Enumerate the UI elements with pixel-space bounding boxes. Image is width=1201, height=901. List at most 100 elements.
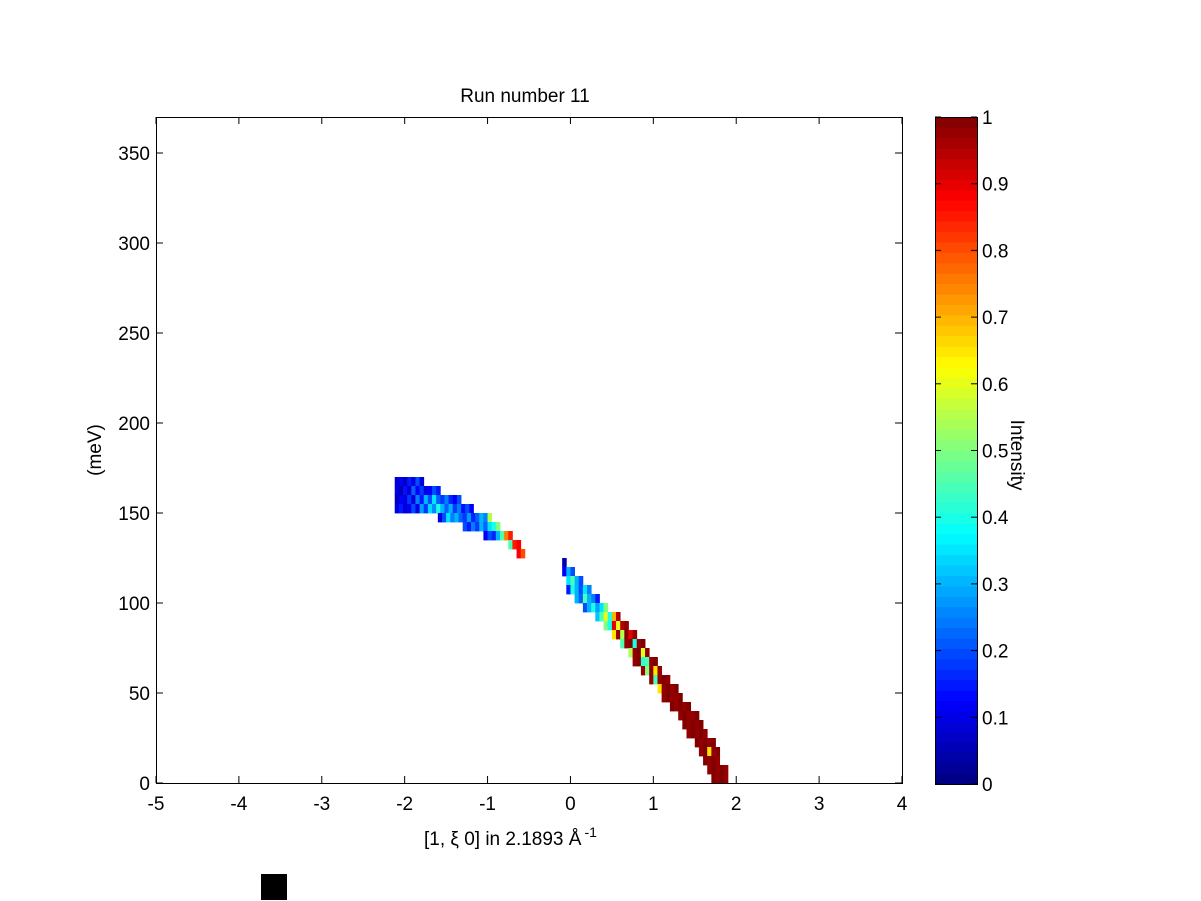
colorbar-band: [935, 690, 977, 702]
colorbar-band: [935, 721, 977, 733]
heatmap-cell: [444, 504, 449, 514]
heatmap-cell: [508, 540, 513, 550]
heatmap-cell: [516, 540, 522, 550]
heatmap-cell: [624, 621, 629, 631]
heatmap-cell: [682, 711, 687, 721]
heatmap-cell: [707, 747, 712, 757]
colorbar-band: [935, 742, 977, 754]
heatmap-cell: [616, 630, 621, 640]
heatmap-cell: [570, 585, 575, 595]
heatmap-cell: [711, 765, 716, 775]
colorbar-band: [935, 169, 977, 180]
colorbar-band: [935, 221, 977, 233]
heatmap-cell: [616, 612, 621, 622]
heatmap-cell: [611, 630, 617, 640]
colorbar-band: [935, 513, 977, 524]
colorbar-bands: [935, 117, 977, 785]
heatmap-cell: [599, 603, 604, 613]
heatmap-cell: [678, 702, 683, 712]
heatmap-cell: [715, 747, 721, 757]
heatmap-cell: [703, 747, 708, 757]
heatmap-cell: [427, 486, 433, 496]
heatmap-cell: [483, 513, 488, 523]
x-tick-label: 3: [814, 794, 825, 815]
heatmap-cell: [645, 666, 650, 676]
colorbar-band: [935, 304, 977, 316]
heatmap-cell: [437, 513, 443, 523]
heatmap-cell: [698, 747, 704, 757]
heatmap-cell: [649, 675, 654, 685]
colorbar-band: [935, 617, 977, 629]
heatmap-cell: [454, 513, 459, 523]
colorbar-band: [935, 387, 977, 399]
heatmap-cell: [483, 531, 488, 541]
heatmap-cell: [595, 612, 600, 622]
heatmap-cell: [403, 504, 408, 514]
heatmap-cell: [628, 648, 634, 658]
heatmap-cell: [682, 702, 687, 712]
colorbar-tick-label: 0.7: [982, 308, 1008, 329]
colorbar-band: [935, 325, 977, 337]
heatmap-cell: [470, 513, 476, 523]
colorbar-band: [935, 658, 977, 670]
colorbar-band: [935, 346, 977, 358]
heatmap-cell: [723, 774, 729, 784]
heatmap-cell: [665, 684, 671, 694]
colorbar-band: [935, 127, 977, 139]
heatmap-cell: [711, 738, 716, 748]
x-tick-label: 1: [648, 794, 659, 815]
colorbar-band: [935, 669, 977, 681]
heatmap-cell: [661, 693, 667, 703]
heatmap-cell: [566, 576, 571, 586]
heatmap-cell: [582, 603, 588, 613]
colorbar-band: [935, 752, 977, 764]
heatmap-cell: [616, 621, 621, 631]
colorbar-label: Intensity: [1006, 420, 1027, 491]
heatmap-cell: [465, 504, 470, 514]
colorbar-band: [935, 189, 977, 201]
colorbar-tick-label: 0.6: [982, 375, 1008, 396]
heatmap-cell: [711, 756, 716, 766]
heatmap-cell: [462, 522, 468, 532]
heatmap-cell: [703, 756, 708, 766]
heatmap-cell: [570, 567, 575, 577]
heatmap-cell: [446, 513, 451, 523]
heatmap-cell: [620, 621, 625, 631]
heatmap-cell: [491, 531, 497, 541]
axis-ticks: [155, 117, 903, 784]
heatmap-cell: [678, 693, 683, 703]
heatmap-cell: [487, 522, 493, 532]
y-tick-label: 350: [118, 144, 150, 165]
heatmap-cell: [448, 504, 454, 514]
colorbar-tick-label: 0.5: [982, 442, 1008, 463]
heatmap-cell: [491, 522, 497, 532]
heatmap-cell: [603, 612, 609, 622]
heatmap-cell: [628, 630, 634, 640]
heatmap-cell: [423, 486, 429, 496]
heatmap-cell: [570, 576, 575, 586]
heatmap-cell: [669, 684, 675, 694]
heatmap-cell: [512, 540, 517, 550]
heatmap-cell: [620, 639, 625, 649]
y-tick-label: 50: [129, 684, 150, 705]
heatmap-cell: [403, 486, 408, 496]
heatmap-cell: [427, 504, 433, 514]
colorbar-band: [935, 179, 977, 191]
y-axis-label: (meV): [85, 424, 106, 476]
heatmap-cell: [495, 531, 501, 541]
colorbar-band: [935, 262, 977, 274]
x-tick-label: 0: [565, 794, 576, 815]
colorbar-band: [935, 460, 977, 472]
heatmap-cell: [653, 675, 658, 685]
colorbar-band: [935, 231, 977, 243]
heatmap-cell: [649, 657, 654, 667]
heatmap-cell: [694, 711, 700, 721]
y-tick-label: 0: [139, 774, 150, 795]
heatmap-cell: [715, 756, 721, 766]
heatmap-cell: [587, 603, 592, 613]
x-axis-label: [1, ξ 0] in 2.1893 Å -1: [424, 824, 597, 850]
heatmap-cell: [653, 666, 658, 676]
x-tick-label: 4: [897, 794, 908, 815]
colorbar-band: [935, 273, 977, 285]
heatmap-cell: [669, 702, 675, 712]
